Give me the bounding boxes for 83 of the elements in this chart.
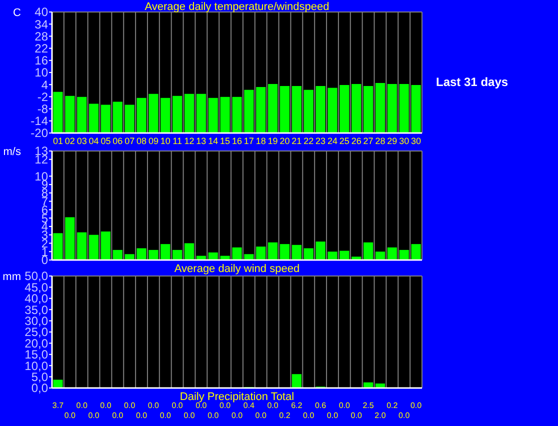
- y-tick-label: -2: [37, 90, 48, 104]
- data-label: 0.0: [88, 411, 100, 420]
- data-label: 0.0: [184, 411, 196, 420]
- y-tick-label: -8: [37, 102, 48, 116]
- data-label: 0.2: [279, 411, 291, 420]
- y-tick-label: 4: [41, 78, 48, 92]
- data-label: 0.4: [243, 401, 256, 410]
- x-tick-label: 13: [196, 136, 206, 146]
- x-tick-label: 21: [292, 136, 302, 146]
- x-tick-label: 15: [220, 136, 230, 146]
- data-label: 2.0: [374, 411, 386, 420]
- x-tick-label: 27: [363, 136, 374, 146]
- data-label: 0.6: [314, 401, 327, 410]
- x-tick-label: 18: [256, 136, 266, 146]
- x-tick-label: 02: [64, 136, 75, 146]
- data-label: 0.0: [196, 401, 208, 410]
- x-tick-label: 24: [327, 136, 338, 146]
- x-tick-label: 04: [88, 136, 99, 146]
- y-tick-label: 10: [34, 66, 48, 80]
- data-label: 0.0: [255, 411, 267, 420]
- x-axis-title: Average daily wind speed: [174, 263, 300, 275]
- x-tick-label: 17: [244, 136, 254, 146]
- y-axis-title: m/s: [3, 146, 22, 158]
- y-tick-label: 22: [34, 42, 48, 56]
- data-label: 0.0: [303, 411, 315, 420]
- x-tick-label: 26: [351, 136, 362, 146]
- data-label: 3.7: [52, 401, 64, 410]
- data-label: 0.0: [148, 401, 160, 410]
- data-label: 0.0: [124, 401, 136, 410]
- x-axis-title: Daily Precipitation Total: [180, 391, 294, 403]
- data-label: 0.0: [338, 401, 351, 410]
- x-tick-label: 07: [124, 136, 135, 146]
- x-tick-label: 29: [387, 136, 398, 146]
- data-label: 0.0: [112, 411, 124, 420]
- data-label: 0.0: [208, 411, 220, 420]
- y-tick-label: 28: [34, 29, 48, 44]
- x-tick-label: 30: [399, 136, 410, 146]
- x-tick-label: 03: [76, 136, 87, 146]
- x-tick-label: 05: [100, 136, 111, 146]
- data-label: 0.2: [386, 401, 398, 410]
- y-tick-label: 30,0: [24, 314, 48, 328]
- data-label: 0.0: [220, 401, 232, 410]
- y-tick-label: -20: [30, 126, 48, 140]
- x-tick-label: 25: [339, 136, 350, 146]
- x-tick-label: 10: [160, 136, 170, 146]
- x-tick-label: 01: [52, 136, 63, 146]
- y-axis-title: C: [13, 6, 22, 19]
- data-label: 0.0: [172, 401, 184, 410]
- y-tick-label: 40: [34, 5, 48, 20]
- x-tick-label: 14: [208, 136, 218, 146]
- x-tick-label: 23: [316, 136, 326, 146]
- x-tick-label: 06: [112, 136, 123, 146]
- y-tick-label: 34: [34, 17, 48, 32]
- data-label: 0.0: [76, 401, 88, 410]
- y-tick-label: 16: [34, 54, 48, 68]
- y-axis-title: mm: [2, 270, 21, 283]
- y-tick-label: 5,0: [31, 370, 48, 384]
- data-label: 0.0: [350, 411, 362, 420]
- data-label: 0.0: [100, 401, 112, 410]
- x-tick-label: 16: [232, 136, 242, 146]
- data-label: 0.0: [64, 411, 76, 420]
- data-label: 0.0: [231, 411, 244, 420]
- x-tick-label: 30: [411, 136, 422, 146]
- x-tick-label: 08: [136, 136, 147, 146]
- x-tick-label: 12: [184, 136, 194, 146]
- x-tick-label: 20: [280, 136, 290, 146]
- chart-title: Average daily temperature/windspeed: [144, 1, 330, 13]
- data-label: 0.0: [398, 411, 410, 420]
- data-label: 0.0: [160, 411, 172, 420]
- x-tick-label: 11: [172, 136, 182, 146]
- x-tick-label: 09: [148, 136, 158, 146]
- data-label: 6.2: [291, 401, 303, 410]
- x-tick-label: 22: [304, 136, 314, 146]
- y-tick-label: 0,0: [31, 381, 48, 396]
- text: Last 31 days: [436, 75, 508, 89]
- data-label: 2.5: [362, 401, 374, 410]
- data-label: 0.0: [267, 401, 279, 410]
- data-label: 0.0: [136, 411, 148, 420]
- x-tick-label: 19: [268, 136, 278, 146]
- data-label: 0.0: [410, 401, 422, 410]
- data-label: 0.0: [326, 411, 339, 420]
- x-tick-label: 28: [375, 136, 386, 146]
- y-tick-label: -14: [30, 114, 48, 128]
